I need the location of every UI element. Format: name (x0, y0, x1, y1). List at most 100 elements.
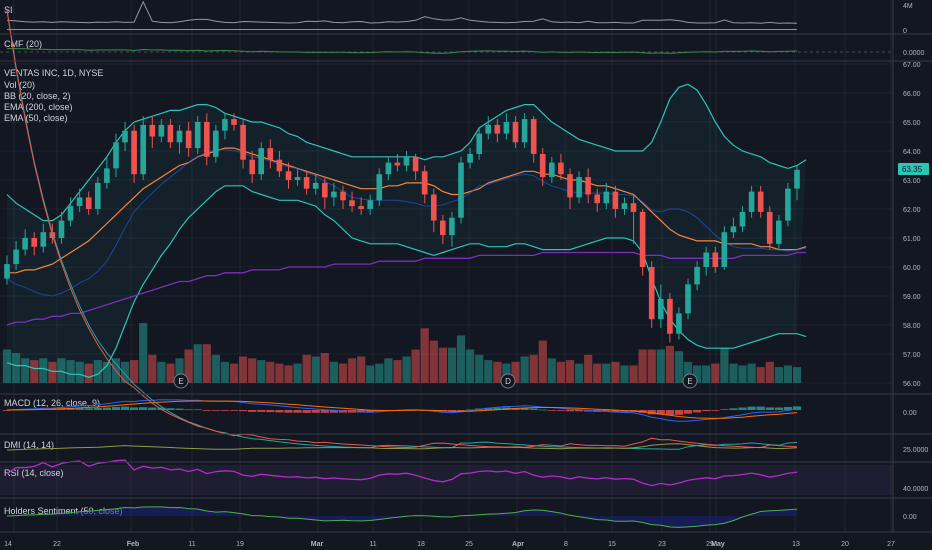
volume-bar (629, 365, 638, 383)
candle-body (639, 211, 646, 267)
volume-bar (293, 363, 302, 383)
time-tick: 23 (658, 541, 666, 548)
volume-bar (157, 361, 166, 383)
candle-body (158, 124, 165, 137)
candle-body (630, 203, 637, 212)
macd-hist-bar (738, 407, 747, 410)
volume-bar (720, 347, 729, 383)
macd-signal-line (6, 400, 798, 419)
candle-body (730, 226, 737, 233)
volume-bar (30, 360, 39, 383)
candle-body (4, 264, 10, 279)
volume-bar (338, 363, 348, 383)
volume-bar (148, 354, 157, 383)
candle-body (694, 267, 700, 285)
macd-hist-bar (683, 410, 693, 414)
volume-bar (375, 363, 384, 383)
candle-body (58, 220, 65, 238)
macd-hist-bar (302, 410, 311, 413)
volume-bar (320, 353, 329, 383)
volume-bar (593, 363, 602, 383)
volume-bar (729, 363, 738, 383)
candle-body (440, 220, 446, 236)
macd-hist-bar (711, 410, 720, 411)
volume-bar (466, 349, 475, 383)
dmi-tick: 25.0000 (903, 447, 928, 454)
volume-bar (584, 354, 593, 383)
volume-bar (565, 360, 575, 383)
volume-bar (611, 361, 620, 383)
volume-bar (547, 358, 556, 383)
macd-hist-bar (248, 410, 257, 412)
candle-body (285, 171, 292, 180)
candle-body (394, 162, 401, 166)
macd-hist-bar (756, 406, 765, 410)
macd-hist-bar (529, 408, 538, 410)
price-tick: 61.00 (903, 236, 921, 243)
volume-bar (520, 356, 529, 383)
macd-hist-bar (293, 410, 302, 413)
volume-bar (393, 360, 402, 383)
macd-tick: 0.00 (903, 410, 917, 417)
macd-hist-bar (320, 410, 329, 413)
macd-hist-bar (284, 410, 293, 413)
volume-bar (556, 361, 565, 383)
volume-bar (302, 354, 311, 383)
candle-body (76, 197, 83, 207)
time-tick: 22 (53, 541, 61, 548)
candle-body (113, 142, 119, 169)
macd-hist-bar (102, 407, 111, 410)
bb-basis-line (6, 149, 807, 297)
candle-body (312, 182, 319, 189)
dmi-plus-line (6, 9, 798, 450)
volume-bar (620, 365, 629, 383)
time-tick: 29 (706, 541, 714, 548)
holders-sentiment-pane: Holders Sentiment (50, close) 0.00 (4, 506, 917, 528)
candle-body (658, 298, 664, 320)
si-pane: SI 4M 0 (4, 0, 913, 35)
volume-bar (447, 347, 457, 383)
price-badge-bg (898, 163, 929, 175)
macd-hist-bar (484, 407, 493, 410)
volume-bar (484, 360, 493, 383)
candle-body (712, 252, 719, 267)
macd-hist-bar (229, 410, 239, 411)
macd-hist-bar (266, 410, 275, 413)
candle-body (204, 122, 210, 157)
candle-body (776, 220, 782, 244)
volume-bar (202, 344, 211, 383)
event-marker-circle (173, 373, 189, 389)
candle-body (703, 252, 709, 267)
bb-lower-line (6, 185, 807, 378)
volume-bar (493, 361, 502, 383)
time-tick: 27 (887, 541, 895, 548)
price-axis: 67.00 66.00 65.00 64.00 63.00 62.00 61.00 60.00… (903, 62, 921, 388)
macd-hist-bar (765, 407, 774, 410)
time-tick: 15 (608, 541, 616, 548)
volume-bar (93, 360, 102, 383)
time-tick: 25 (465, 541, 473, 548)
candle-body (194, 122, 201, 149)
candle-body (576, 177, 582, 198)
macd-hist-bar (556, 410, 565, 411)
price-tick: 58.00 (903, 323, 921, 330)
candle-body (340, 191, 346, 201)
macd-hist-bar (538, 409, 547, 411)
volume-bar (2, 349, 12, 383)
volume-bar (266, 361, 275, 383)
candle-body (558, 162, 564, 175)
macd-hist-bar (148, 407, 157, 410)
volume-bar (756, 367, 765, 383)
candle-body (794, 169, 800, 189)
candle-body (149, 124, 156, 137)
candle-body (467, 153, 473, 163)
candle-body (512, 122, 519, 143)
macd-hist-bar (257, 410, 266, 412)
macd-hist-bar (166, 408, 175, 410)
macd-hist-bar (693, 410, 702, 413)
candle-body (494, 124, 501, 134)
price-tick: 66.00 (903, 91, 921, 98)
volume-bar (21, 358, 30, 383)
volume-bar (511, 361, 520, 383)
